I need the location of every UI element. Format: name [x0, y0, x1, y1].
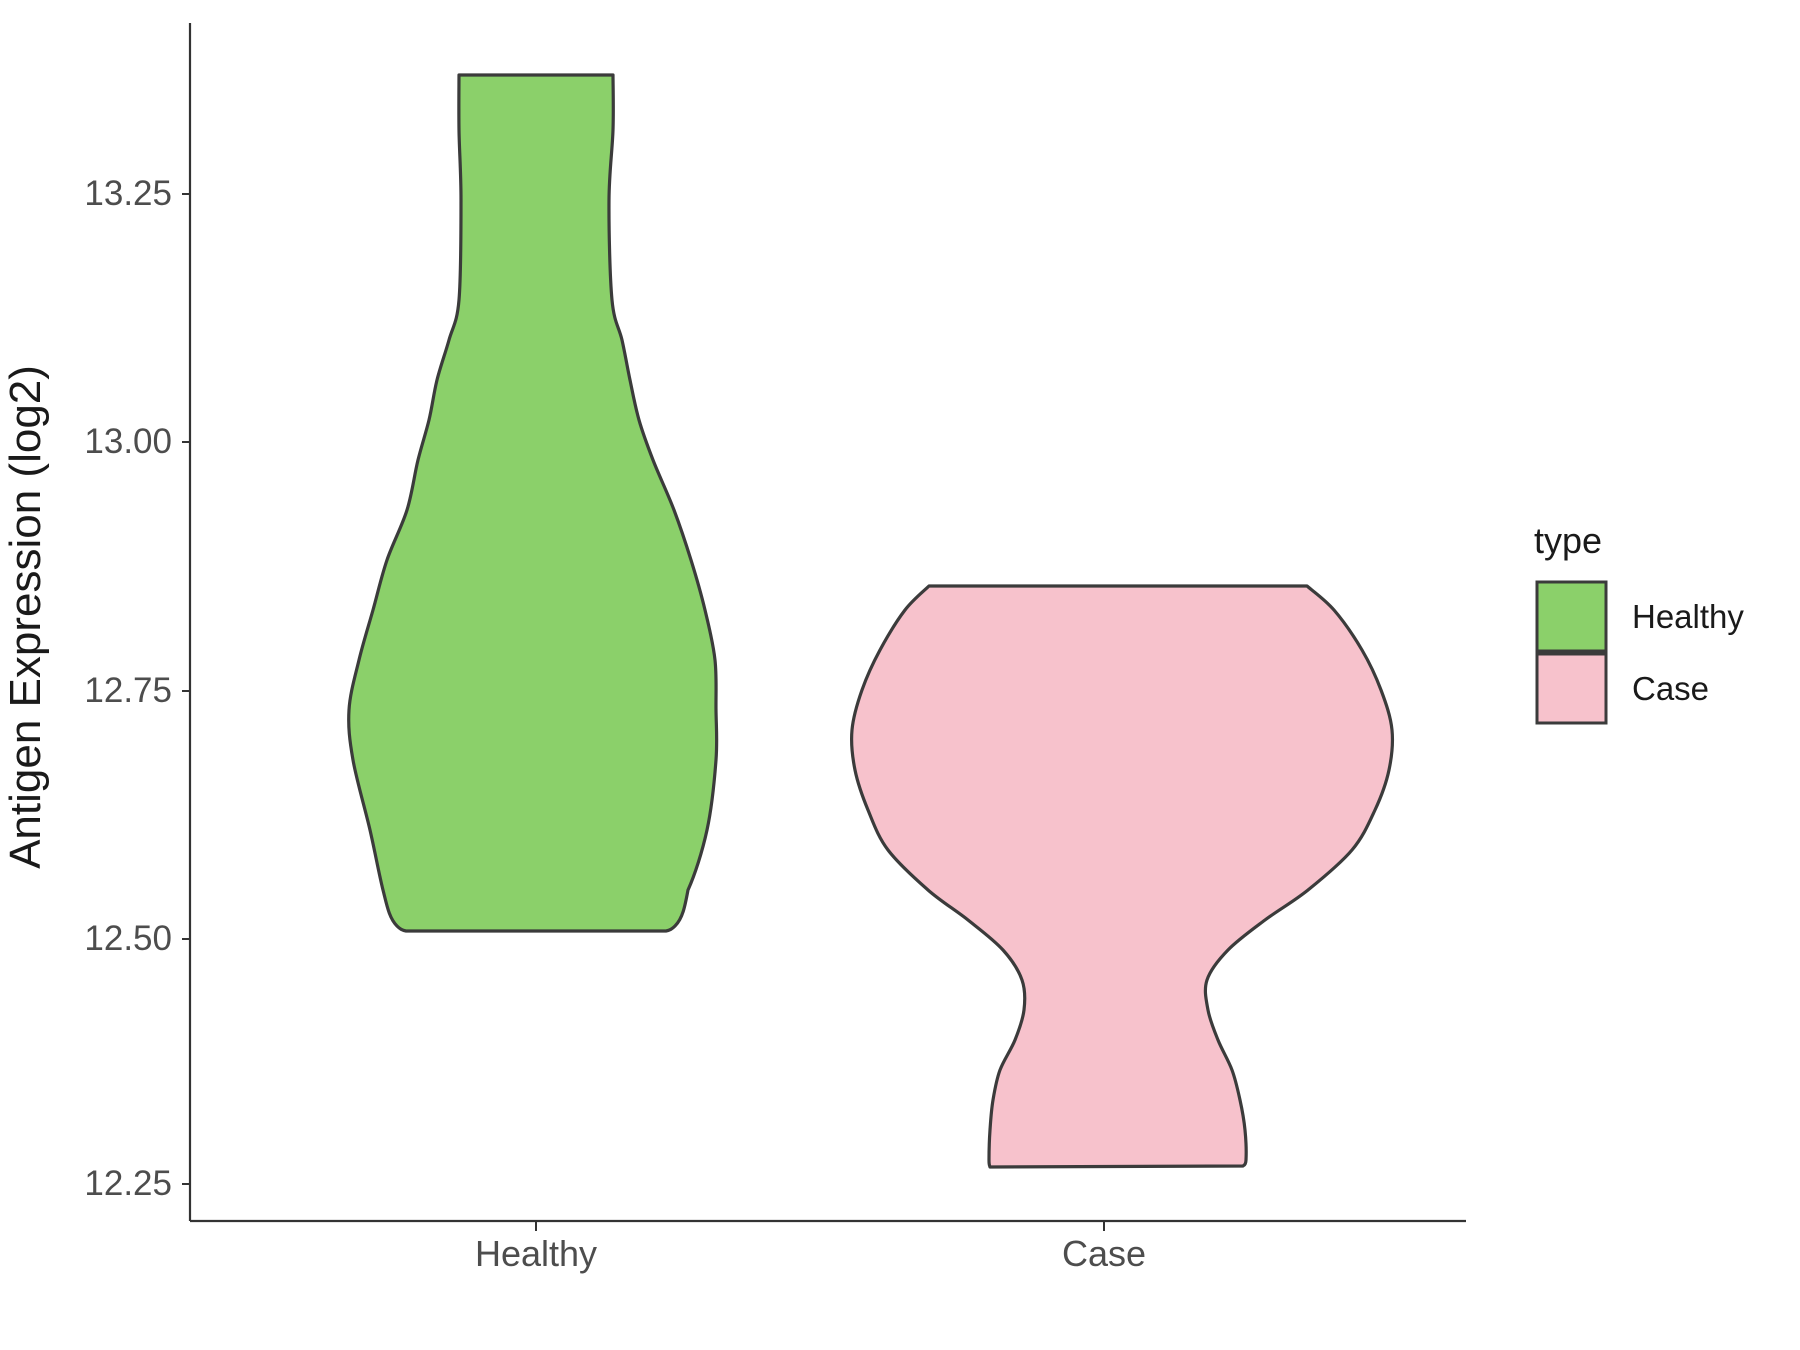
svg-text:Healthy: Healthy	[475, 1233, 597, 1274]
svg-text:12.50: 12.50	[84, 919, 172, 958]
svg-text:13.25: 13.25	[84, 174, 172, 213]
svg-text:Case: Case	[1632, 670, 1709, 707]
svg-text:Healthy: Healthy	[1632, 598, 1744, 635]
svg-text:Antigen Expression (log2): Antigen Expression (log2)	[1, 365, 50, 869]
svg-text:12.75: 12.75	[84, 671, 172, 710]
svg-text:type: type	[1534, 520, 1602, 561]
svg-text:12.25: 12.25	[84, 1164, 172, 1203]
svg-text:13.00: 13.00	[84, 422, 172, 461]
svg-text:Case: Case	[1062, 1233, 1146, 1274]
